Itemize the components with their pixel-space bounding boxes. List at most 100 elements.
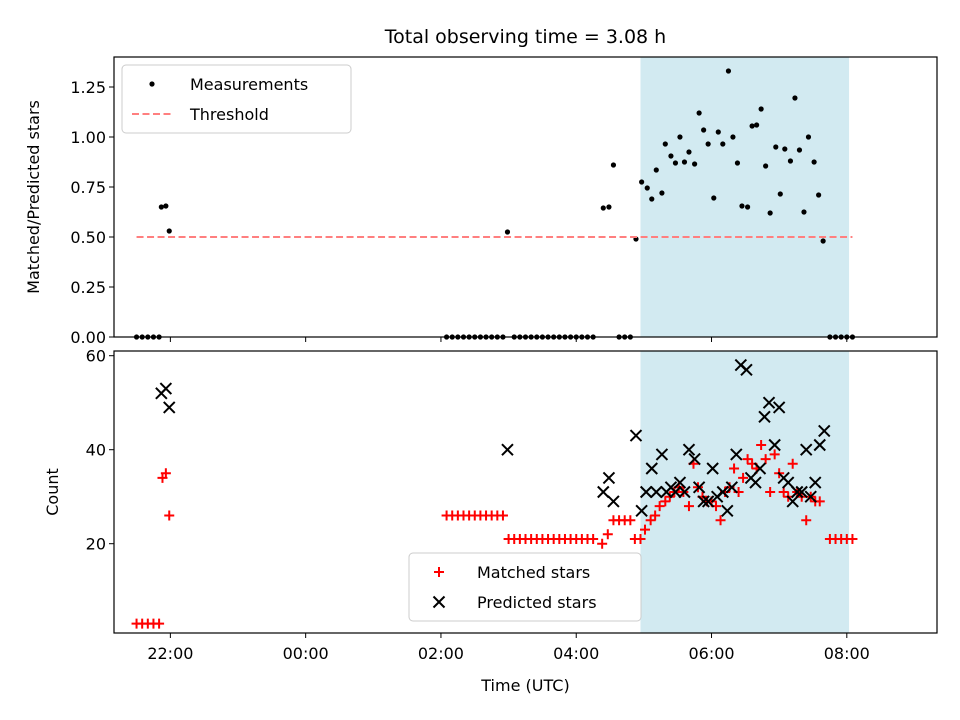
- y-tick-label: 20: [86, 535, 106, 554]
- predicted-star-point: [758, 410, 771, 424]
- predicted-star-point: [740, 363, 753, 377]
- matched-star-point: [160, 468, 171, 479]
- predicted-star-point: [635, 504, 648, 518]
- predicted-star-point: [786, 495, 799, 508]
- legend-label: Matched stars: [477, 563, 590, 582]
- measurement-point: [653, 167, 659, 173]
- measurement-point: [749, 123, 755, 129]
- legend: Measurements Threshold: [121, 64, 352, 134]
- matched-star-point: [434, 567, 444, 577]
- measurement-point: [796, 147, 803, 153]
- measurement-point: [662, 141, 668, 147]
- measurement-point: [610, 162, 617, 168]
- measurement-point: [681, 159, 688, 165]
- series-predicted-stars: [155, 358, 831, 518]
- matched-star-point: [164, 510, 175, 521]
- measurement-point: [639, 179, 645, 185]
- matched-star-point: [635, 534, 646, 544]
- measurement-point: [677, 134, 683, 140]
- y-tick-label: 0.00: [70, 328, 106, 347]
- predicted-star-point: [692, 481, 706, 494]
- measurement-point: [163, 203, 169, 209]
- measurement-point: [158, 204, 164, 210]
- matched-star-point: [769, 449, 780, 460]
- matched-star-point: [650, 510, 661, 521]
- measurement-point: [777, 191, 783, 197]
- measurement-point: [504, 229, 511, 235]
- observing-window-shading: [640, 57, 850, 337]
- matched-star-point: [715, 515, 726, 526]
- x-tick-label: 22:00: [147, 644, 193, 663]
- matched-star-point: [588, 534, 599, 544]
- matched-star-point: [801, 515, 812, 526]
- matched-star-point: [738, 472, 749, 483]
- predicted-star-point: [762, 396, 776, 409]
- matched-star-point: [778, 487, 789, 497]
- measurement-point: [711, 195, 717, 201]
- x-axis-label: Time (UTC): [480, 676, 569, 695]
- measurement-point: [758, 106, 764, 112]
- measurement-point: [672, 160, 679, 166]
- top-plot: 0.00 0.25 0.50 0.75 1.00 1.25 Matched/Predicte…: [24, 26, 938, 347]
- predicted-star-point: [432, 595, 446, 609]
- measurement-point: [763, 163, 769, 169]
- predicted-star-point: [800, 443, 813, 456]
- matched-star-point: [625, 515, 636, 526]
- predicted-star-point: [706, 462, 719, 475]
- measurement-point: [782, 146, 788, 152]
- measurement-point: [730, 134, 736, 140]
- x-tick-label: 08:00: [824, 644, 870, 663]
- bottom-plot: 20 40 60 22:00 00:00 02:00 04:00 06:00 08:00 Coun…: [43, 347, 938, 695]
- predicted-star-point: [639, 485, 653, 499]
- predicted-star-point: [159, 382, 173, 395]
- y-tick-label: 1.00: [70, 128, 106, 147]
- measurement-point: [744, 204, 751, 210]
- predicted-star-point: [669, 485, 682, 499]
- matched-star-point: [756, 440, 767, 450]
- bottom-plot-frame: [113, 350, 938, 634]
- legend-label: Measurements: [190, 75, 308, 94]
- matched-star-point: [660, 496, 671, 507]
- measurement-point: [600, 205, 606, 211]
- predicted-star-point: [629, 429, 643, 442]
- x-tick-label: 06:00: [688, 644, 734, 663]
- predicted-star-point: [795, 485, 808, 499]
- measurement-point: [725, 68, 732, 74]
- measurement-point: [705, 141, 711, 147]
- predicted-star-point: [645, 462, 658, 475]
- measurement-point: [792, 95, 798, 101]
- y-tick-label: 60: [86, 347, 106, 366]
- y-axis-label: Matched/Predicted stars: [24, 100, 43, 294]
- matched-star-point: [787, 458, 798, 469]
- predicted-star-point: [768, 438, 781, 452]
- predicted-star-point: [673, 476, 687, 489]
- measurement-point: [816, 192, 822, 198]
- top-plot-frame: [113, 56, 938, 338]
- measurement-point: [166, 228, 172, 234]
- x-tick-label: 00:00: [283, 644, 329, 663]
- measurement-point: [767, 210, 773, 216]
- predicted-star-point: [597, 485, 610, 499]
- measurement-point: [696, 110, 702, 116]
- predicted-star-point: [721, 504, 734, 518]
- predicted-star-point: [813, 438, 826, 452]
- legend: Matched stars Predicted stars: [408, 552, 642, 622]
- predicted-star-point: [753, 462, 767, 475]
- legend-label: Predicted stars: [477, 593, 597, 612]
- predicted-star-point: [701, 495, 715, 508]
- measurement-point: [644, 185, 650, 191]
- predicted-star-point: [501, 443, 514, 456]
- y-axis-label: Count: [43, 468, 62, 516]
- measurement-point: [149, 81, 155, 87]
- measurement-point: [754, 122, 760, 128]
- measurement-point: [692, 161, 698, 167]
- measurement-point: [701, 127, 707, 133]
- matched-star-point: [765, 487, 776, 497]
- measurement-point: [801, 209, 807, 215]
- predicted-star-point: [781, 476, 795, 489]
- predicted-star-point: [655, 448, 669, 461]
- x-tick-label: 02:00: [418, 644, 464, 663]
- measurement-point: [805, 134, 812, 140]
- legend-label: Threshold: [189, 105, 269, 124]
- y-tick-label: 0.75: [70, 178, 106, 197]
